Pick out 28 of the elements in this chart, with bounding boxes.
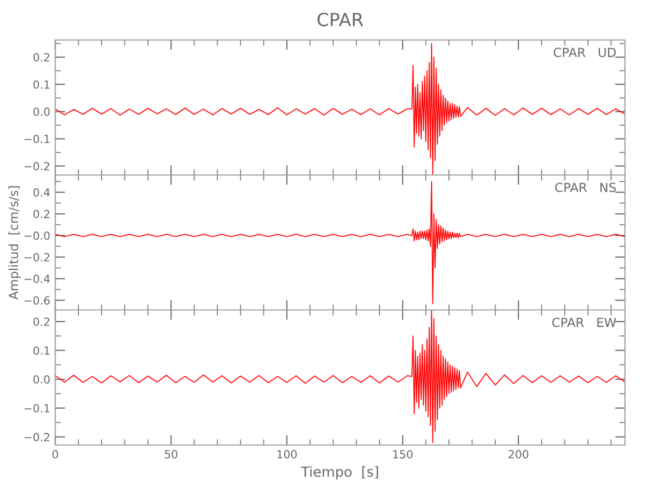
x-tick-label: 0 xyxy=(52,450,58,458)
x-tick-label: 150 xyxy=(393,450,413,458)
y-tick-label: −0.6 xyxy=(24,296,50,305)
y-tick-label: −0.1 xyxy=(24,134,50,144)
y-tick-label: −0.4 xyxy=(24,274,50,284)
y-tick-label: −0.1 xyxy=(24,404,50,412)
annotation: CPAR EW xyxy=(552,318,616,328)
annotation: CPAR UD xyxy=(554,48,616,58)
y-axis-title: Amplitud [cm/s/s] xyxy=(8,186,21,300)
x-tick-label: 50 xyxy=(164,450,178,458)
y-tick-label: −0.2 xyxy=(24,432,50,442)
y-tick-label: 0.2 xyxy=(33,210,50,218)
line-series xyxy=(55,180,625,304)
x-tick-label: 200 xyxy=(508,450,528,458)
chart-title: CPAR xyxy=(318,12,364,26)
y-tick-label: −0.0 xyxy=(24,231,50,240)
y-tick-label: 0.1 xyxy=(33,80,50,89)
y-tick-label: 0.0 xyxy=(33,375,50,384)
y-tick-label: 0.2 xyxy=(33,53,50,62)
y-tick-label: −0.2 xyxy=(24,162,50,170)
x-axis-title: Tiempo [s] xyxy=(300,466,378,480)
x-tick-label: 100 xyxy=(277,450,297,458)
y-tick-label: 0.1 xyxy=(33,346,50,355)
y-tick-label: −0.2 xyxy=(24,253,50,262)
y-tick-label: 0.0 xyxy=(33,108,50,116)
annotation: CPAR NS xyxy=(555,182,616,192)
y-tick-label: 0.2 xyxy=(33,318,50,326)
y-tick-label: 0.4 xyxy=(33,188,50,197)
